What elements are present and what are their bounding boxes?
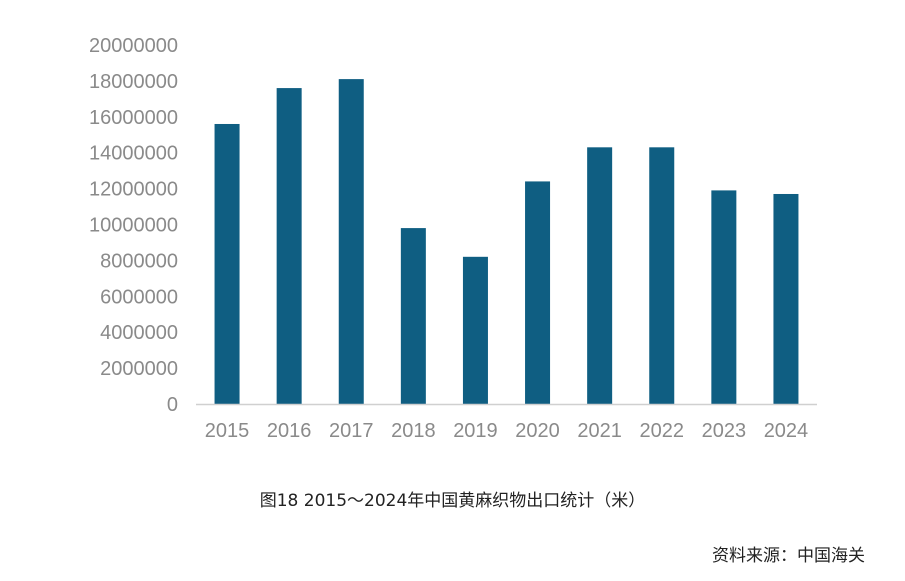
y-tick-label: 20000000 — [89, 35, 178, 57]
bar-2020 — [525, 181, 551, 404]
y-tick-label: 14000000 — [89, 143, 178, 165]
y-tick-label: 0 — [167, 394, 178, 416]
x-tick-label: 2016 — [267, 420, 312, 442]
source-note: 资料来源：中国海关 — [712, 546, 865, 566]
bar-2019 — [462, 256, 488, 404]
bars — [214, 79, 799, 404]
bar-2015 — [214, 123, 240, 404]
bar-2018 — [400, 228, 426, 404]
bar-2017 — [338, 79, 364, 404]
figure-caption: 图18 2015～2024年中国黄麻织物出口统计（米） — [259, 491, 646, 511]
x-tick-label: 2017 — [329, 420, 374, 442]
bar-2024 — [773, 193, 799, 404]
x-tick-label: 2023 — [702, 420, 747, 442]
bar-2023 — [711, 190, 737, 404]
x-axis: 2015 2016 2017 2018 2019 2020 2021 2022 2023 2024 — [196, 403, 817, 442]
x-tick-label: 2020 — [515, 420, 560, 442]
y-tick-label: 6000000 — [100, 286, 178, 308]
x-tick-label: 2015 — [205, 420, 250, 442]
x-tick-label: 2024 — [764, 420, 809, 442]
y-axis: 0 2000000 4000000 6000000 8000000 10000000 120… — [89, 35, 178, 416]
bar-2016 — [276, 88, 302, 404]
y-tick-label: 18000000 — [89, 71, 178, 93]
x-tick-label: 2018 — [391, 420, 436, 442]
y-tick-label: 2000000 — [100, 358, 178, 380]
bar-2021 — [587, 147, 613, 404]
y-tick-label: 10000000 — [89, 215, 178, 237]
x-tick-label: 2019 — [453, 420, 498, 442]
x-tick-label: 2021 — [577, 420, 622, 442]
bar-chart: 0 2000000 4000000 6000000 8000000 10000000 120… — [89, 35, 817, 442]
y-tick-label: 12000000 — [89, 179, 178, 201]
bar-2022 — [649, 147, 675, 404]
y-tick-label: 8000000 — [100, 250, 178, 272]
y-tick-label: 4000000 — [100, 322, 178, 344]
x-tick-label: 2022 — [640, 420, 685, 442]
y-tick-label: 16000000 — [89, 107, 178, 129]
